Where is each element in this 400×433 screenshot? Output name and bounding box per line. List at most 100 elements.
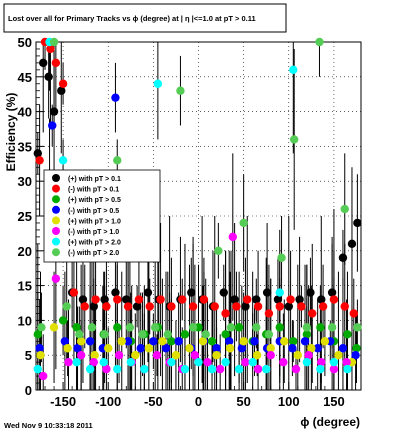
data-point <box>117 337 126 346</box>
data-point <box>353 323 362 332</box>
y-tick-label: 30 <box>18 174 32 189</box>
data-point <box>126 357 135 367</box>
data-point <box>158 337 167 346</box>
data-point <box>275 288 284 297</box>
data-point <box>221 330 230 339</box>
data-point <box>171 351 181 360</box>
x-tick-label: 150 <box>323 394 345 409</box>
data-point <box>188 323 198 332</box>
data-point <box>297 302 306 311</box>
data-point <box>232 302 241 311</box>
data-point <box>342 357 351 367</box>
data-point <box>340 302 349 311</box>
data-point <box>163 330 173 339</box>
data-point <box>308 309 317 318</box>
data-point <box>167 337 176 346</box>
data-point <box>72 323 81 332</box>
data-point <box>327 323 337 332</box>
data-point <box>76 351 86 360</box>
data-point <box>347 239 357 249</box>
data-point <box>113 323 122 332</box>
data-point <box>289 337 298 346</box>
data-point <box>329 364 339 374</box>
data-point <box>76 337 86 346</box>
data-point <box>180 364 190 374</box>
data-point <box>201 330 210 339</box>
data-point <box>230 295 239 304</box>
data-point <box>219 288 228 297</box>
data-point <box>277 253 286 262</box>
footer-timestamp: Wed Nov 9 10:33:18 2011 <box>4 421 93 430</box>
data-point <box>317 295 326 304</box>
data-point <box>212 344 221 353</box>
data-point <box>69 288 79 297</box>
data-point <box>125 323 135 332</box>
data-point <box>73 344 82 353</box>
data-point <box>49 37 59 47</box>
data-point <box>315 37 324 47</box>
legend-marker <box>52 216 60 225</box>
data-point <box>188 302 198 311</box>
data-point <box>100 295 109 304</box>
data-point <box>252 323 261 332</box>
data-point <box>39 58 48 68</box>
x-tick-label: -50 <box>144 394 163 409</box>
data-point <box>289 135 299 144</box>
data-point <box>64 357 73 367</box>
y-tick-label: 5 <box>25 348 32 363</box>
data-point <box>241 302 250 311</box>
data-point <box>338 253 348 262</box>
data-point <box>316 323 325 332</box>
data-point <box>286 295 295 304</box>
y-tick-label: 20 <box>18 244 32 259</box>
data-point <box>60 337 70 346</box>
data-point <box>143 288 153 297</box>
data-point <box>207 337 217 346</box>
data-point <box>91 295 100 304</box>
y-tick-label: 10 <box>18 313 32 328</box>
legend-label: (+) with pT > 0.1 <box>68 176 121 183</box>
data-point <box>214 246 223 255</box>
data-point <box>295 295 304 304</box>
data-point <box>36 351 45 360</box>
data-point <box>252 351 262 360</box>
data-point <box>199 295 209 304</box>
data-point <box>44 72 53 82</box>
data-point <box>316 364 325 374</box>
y-tick-label: 15 <box>18 279 32 294</box>
data-point <box>318 302 328 311</box>
data-point <box>87 323 97 332</box>
legend-label: (+) with pT > 1.0 <box>68 218 121 225</box>
data-point <box>329 357 339 367</box>
y-tick-label: 25 <box>18 209 32 224</box>
data-point <box>226 323 236 332</box>
data-point <box>239 218 248 228</box>
data-point <box>131 351 140 360</box>
data-point <box>352 344 361 353</box>
data-point <box>275 323 284 332</box>
data-point <box>156 295 165 304</box>
data-point <box>35 156 44 165</box>
data-point <box>264 309 274 318</box>
data-point <box>185 344 194 353</box>
data-point <box>212 351 221 360</box>
data-point <box>178 295 187 304</box>
data-point <box>262 364 271 374</box>
data-point <box>351 351 360 360</box>
data-point <box>33 149 43 158</box>
data-point <box>78 295 88 304</box>
data-point <box>225 344 235 353</box>
data-point <box>266 351 275 360</box>
data-point <box>198 337 208 346</box>
data-point <box>102 364 111 374</box>
data-point <box>221 357 230 367</box>
data-point <box>136 344 145 353</box>
y-tick-label: 40 <box>18 105 32 120</box>
data-point <box>51 58 61 68</box>
data-point <box>302 357 312 367</box>
data-point <box>241 357 250 367</box>
chart-title: Lost over all for Primary Tracks vs ϕ (d… <box>8 14 256 23</box>
data-point <box>144 344 154 353</box>
data-point <box>89 302 98 311</box>
